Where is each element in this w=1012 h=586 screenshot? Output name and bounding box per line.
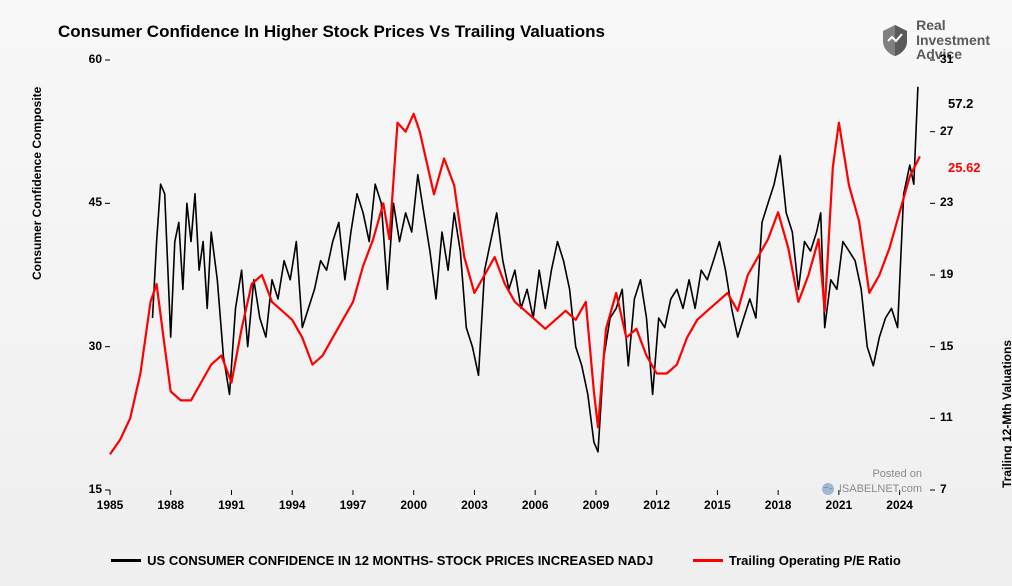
x-tick: 1985 xyxy=(97,498,124,512)
callout-label: 57.2 xyxy=(948,96,973,111)
y-left-tick: 60 xyxy=(62,52,102,66)
legend-label-1: Trailing Operating P/E Ratio xyxy=(729,553,901,568)
chart-container: Consumer Confidence In Higher Stock Pric… xyxy=(0,0,1012,586)
x-tick: 1997 xyxy=(340,498,367,512)
legend-label-0: US CONSUMER CONFIDENCE IN 12 MONTHS- STO… xyxy=(147,553,653,568)
x-tick: 1988 xyxy=(157,498,184,512)
watermark-site-text: ISABELNET.com xyxy=(839,482,922,496)
x-tick: 2015 xyxy=(704,498,731,512)
brand-icon xyxy=(880,23,910,57)
legend-swatch-1 xyxy=(693,559,723,562)
legend-item-1: Trailing Operating P/E Ratio xyxy=(693,553,901,568)
plot-area xyxy=(110,60,930,490)
y-left-tick: 15 xyxy=(62,482,102,496)
x-tick: 2024 xyxy=(886,498,913,512)
x-tick: 2000 xyxy=(400,498,427,512)
globe-icon xyxy=(821,482,835,496)
x-tick: 2018 xyxy=(765,498,792,512)
x-tick: 1991 xyxy=(218,498,245,512)
callout-label: 25.62 xyxy=(948,160,981,175)
watermark-site: ISABELNET.com xyxy=(821,482,922,496)
chart-title: Consumer Confidence In Higher Stock Pric… xyxy=(58,22,605,42)
y-left-tick: 30 xyxy=(62,339,102,353)
x-tick: 2006 xyxy=(522,498,549,512)
legend: US CONSUMER CONFIDENCE IN 12 MONTHS- STO… xyxy=(0,550,1012,568)
x-tick: 2012 xyxy=(643,498,670,512)
y-right-tick: 27 xyxy=(940,124,980,138)
brand-line2: Investment xyxy=(916,33,990,48)
legend-item-0: US CONSUMER CONFIDENCE IN 12 MONTHS- STO… xyxy=(111,553,653,568)
y-right-tick: 11 xyxy=(940,410,980,424)
x-tick: 2003 xyxy=(461,498,488,512)
y-right-tick: 31 xyxy=(940,52,980,66)
legend-swatch-0 xyxy=(111,559,141,562)
y-right-tick: 19 xyxy=(940,267,980,281)
y-left-tick: 45 xyxy=(62,195,102,209)
watermark-label: Posted on xyxy=(821,467,922,481)
y-right-label: Trailing 12-Mth Valuations xyxy=(1000,340,1012,488)
y-right-tick: 15 xyxy=(940,339,980,353)
x-tick: 2021 xyxy=(826,498,853,512)
watermark: Posted on ISABELNET.com xyxy=(821,467,922,496)
x-tick: 2009 xyxy=(583,498,610,512)
x-tick: 1994 xyxy=(279,498,306,512)
y-right-tick: 23 xyxy=(940,195,980,209)
brand-line1: Real xyxy=(916,18,990,33)
y-right-tick: 7 xyxy=(940,482,980,496)
y-left-label: Consumer Confidence Composite xyxy=(30,87,44,280)
